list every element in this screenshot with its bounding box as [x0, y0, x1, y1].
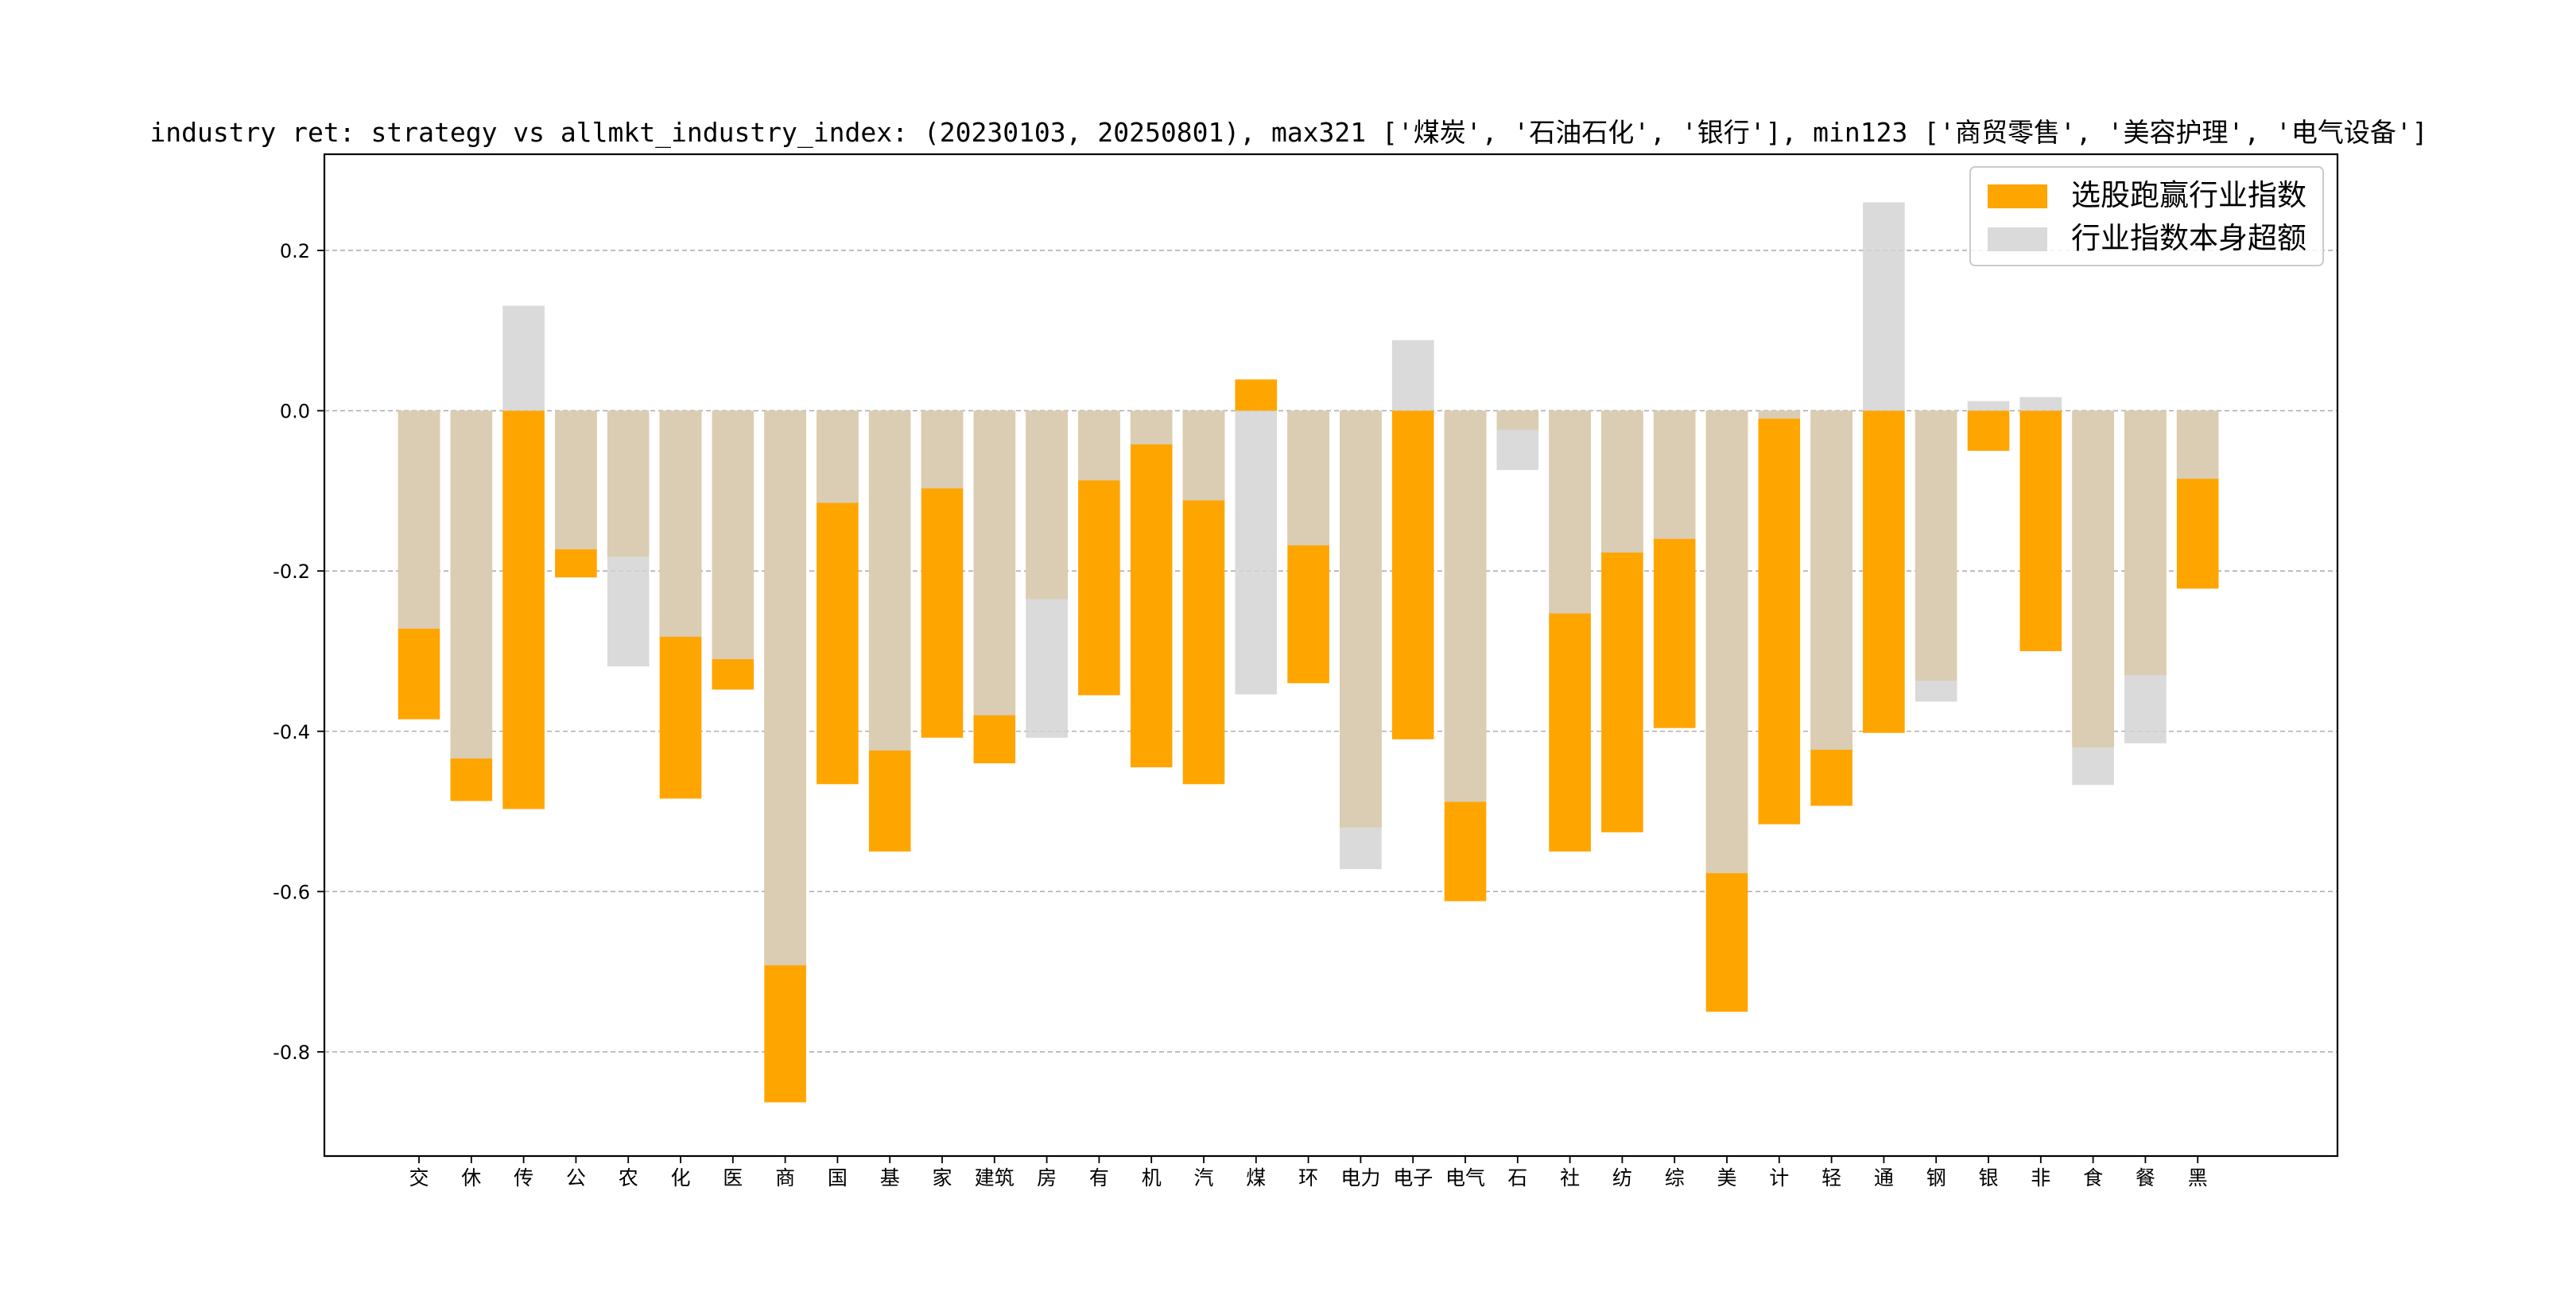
bar-index-excess — [1549, 410, 1591, 614]
x-tick-label: 非 — [2031, 1166, 2050, 1189]
bar-index-excess — [1391, 339, 1434, 411]
x-tick-label: 房 — [1037, 1166, 1057, 1189]
x-tick-label: 美 — [1717, 1166, 1736, 1189]
bar-index-excess — [1915, 410, 1957, 702]
bar-index-excess — [1601, 410, 1643, 553]
legend-label-outperform: 选股跑赢行业指数 — [2071, 178, 2306, 212]
x-tick-label: 轻 — [1821, 1166, 1841, 1189]
bar-index-excess — [2124, 410, 2167, 743]
x-tick-label: 纺 — [1612, 1166, 1632, 1189]
x-tick-label: 计 — [1769, 1166, 1789, 1189]
legend-swatch-index-excess — [1988, 227, 2047, 251]
x-tick-label: 通 — [1874, 1166, 1894, 1189]
x-tick-label: 交 — [409, 1166, 429, 1189]
y-tick-label: -0.8 — [273, 1042, 310, 1064]
bar-index-excess — [1705, 410, 1748, 874]
x-tick-label: 电子 — [1393, 1166, 1433, 1189]
bar-outperform — [1967, 410, 2010, 451]
bar-index-excess — [868, 410, 911, 751]
y-axis: 0.2 0.0 -0.2 -0.4 -0.6 -0.8 — [273, 240, 324, 1064]
bar-index-excess — [973, 410, 1016, 716]
bar-index-excess — [1653, 410, 1696, 539]
legend-frame — [1969, 166, 2324, 266]
x-tick-label: 有 — [1089, 1166, 1109, 1189]
y-tick-label: -0.2 — [273, 561, 310, 583]
plot-area-frame — [323, 153, 2339, 1158]
bar-index-excess — [1810, 410, 1852, 750]
bar-index-excess — [555, 410, 597, 549]
x-tick-label: 基 — [880, 1166, 900, 1189]
legend-label-index-excess: 行业指数本身超额 — [2071, 221, 2306, 255]
x-tick-label: 煤 — [1246, 1166, 1266, 1189]
bar-index-excess — [2176, 410, 2219, 479]
x-tick-label: 社 — [1560, 1166, 1580, 1189]
y-tick-label: -0.6 — [273, 881, 310, 903]
x-tick-label: 建筑 — [975, 1166, 1014, 1189]
y-tick-label: 0.0 — [280, 401, 310, 423]
bar-outperform — [1391, 410, 1434, 739]
bar-outperform — [1130, 410, 1173, 768]
x-tick-label: 家 — [932, 1166, 952, 1189]
bar-outperform — [502, 410, 545, 809]
x-tick-label: 化 — [670, 1166, 690, 1189]
bar-outperform — [1235, 379, 1278, 411]
x-tick-label: 石 — [1507, 1166, 1527, 1189]
x-tick-label: 公 — [566, 1166, 586, 1189]
bar-index-excess — [2019, 397, 2062, 411]
bar-index-excess — [1444, 410, 1487, 802]
x-tick-label: 电气 — [1445, 1166, 1485, 1189]
bar-index-excess — [921, 410, 964, 489]
x-tick-label: 钢 — [1926, 1166, 1946, 1189]
x-tick-label: 国 — [828, 1166, 848, 1189]
bar-index-excess — [817, 410, 859, 503]
x-tick-label: 食 — [2083, 1166, 2103, 1189]
bar-index-excess — [659, 410, 702, 637]
y-tick-label: -0.4 — [273, 721, 310, 743]
bar-index-excess — [450, 410, 493, 759]
legend-swatch-outperform — [1988, 184, 2047, 208]
bar-index-excess — [1130, 410, 1173, 444]
x-tick-label: 商 — [775, 1166, 795, 1189]
bar-index-excess — [2072, 410, 2114, 786]
bar-outperform — [1863, 410, 1905, 733]
x-tick-label: 黑 — [2188, 1166, 2208, 1189]
bars — [398, 202, 2219, 1103]
bar-index-excess — [1967, 401, 2010, 411]
x-tick-label: 机 — [1142, 1166, 1162, 1189]
x-tick-label: 银 — [1978, 1166, 1998, 1189]
y-tick-label: 0.2 — [280, 240, 310, 262]
bar-index-excess — [1863, 202, 1905, 411]
bar-index-excess — [607, 410, 650, 667]
x-axis: 交 休 传 公 农 化 医 商 国 基 家建筑房 有 机 汽 煤 环电力 电子 电气石 社 纺 综 美 计 轻 通 钢 银 非 食 餐 黑 — [409, 1156, 2208, 1189]
legend: 选股跑赢行业指数 行业指数本身超额 — [1969, 166, 2324, 266]
bar-index-excess — [1340, 410, 1382, 870]
x-tick-label: 农 — [619, 1166, 638, 1189]
bar-index-excess — [1287, 410, 1329, 545]
bar-index-excess — [1078, 410, 1120, 481]
x-tick-label: 汽 — [1193, 1166, 1213, 1189]
bar-index-excess — [764, 410, 806, 966]
bar-outperform — [2019, 410, 2062, 651]
bar-index-excess — [398, 410, 440, 629]
bar-index-excess — [1026, 410, 1068, 738]
bar-index-excess — [1758, 410, 1801, 419]
bar-index-excess — [1496, 410, 1539, 471]
chart-title: industry ret: strategy vs allmkt_industr… — [149, 117, 2427, 149]
x-tick-label: 电力 — [1340, 1166, 1380, 1189]
x-tick-label: 餐 — [2136, 1166, 2155, 1189]
bar-outperform — [1758, 410, 1801, 824]
x-tick-label: 休 — [461, 1166, 481, 1189]
bar-index-excess — [712, 410, 755, 660]
x-tick-label: 环 — [1298, 1166, 1318, 1189]
x-tick-label: 综 — [1665, 1166, 1685, 1189]
x-tick-label: 医 — [723, 1166, 743, 1189]
bar-index-excess — [1182, 410, 1225, 501]
bar-index-excess — [1235, 410, 1278, 695]
bar-index-excess — [502, 305, 545, 411]
x-tick-label: 传 — [514, 1166, 533, 1189]
